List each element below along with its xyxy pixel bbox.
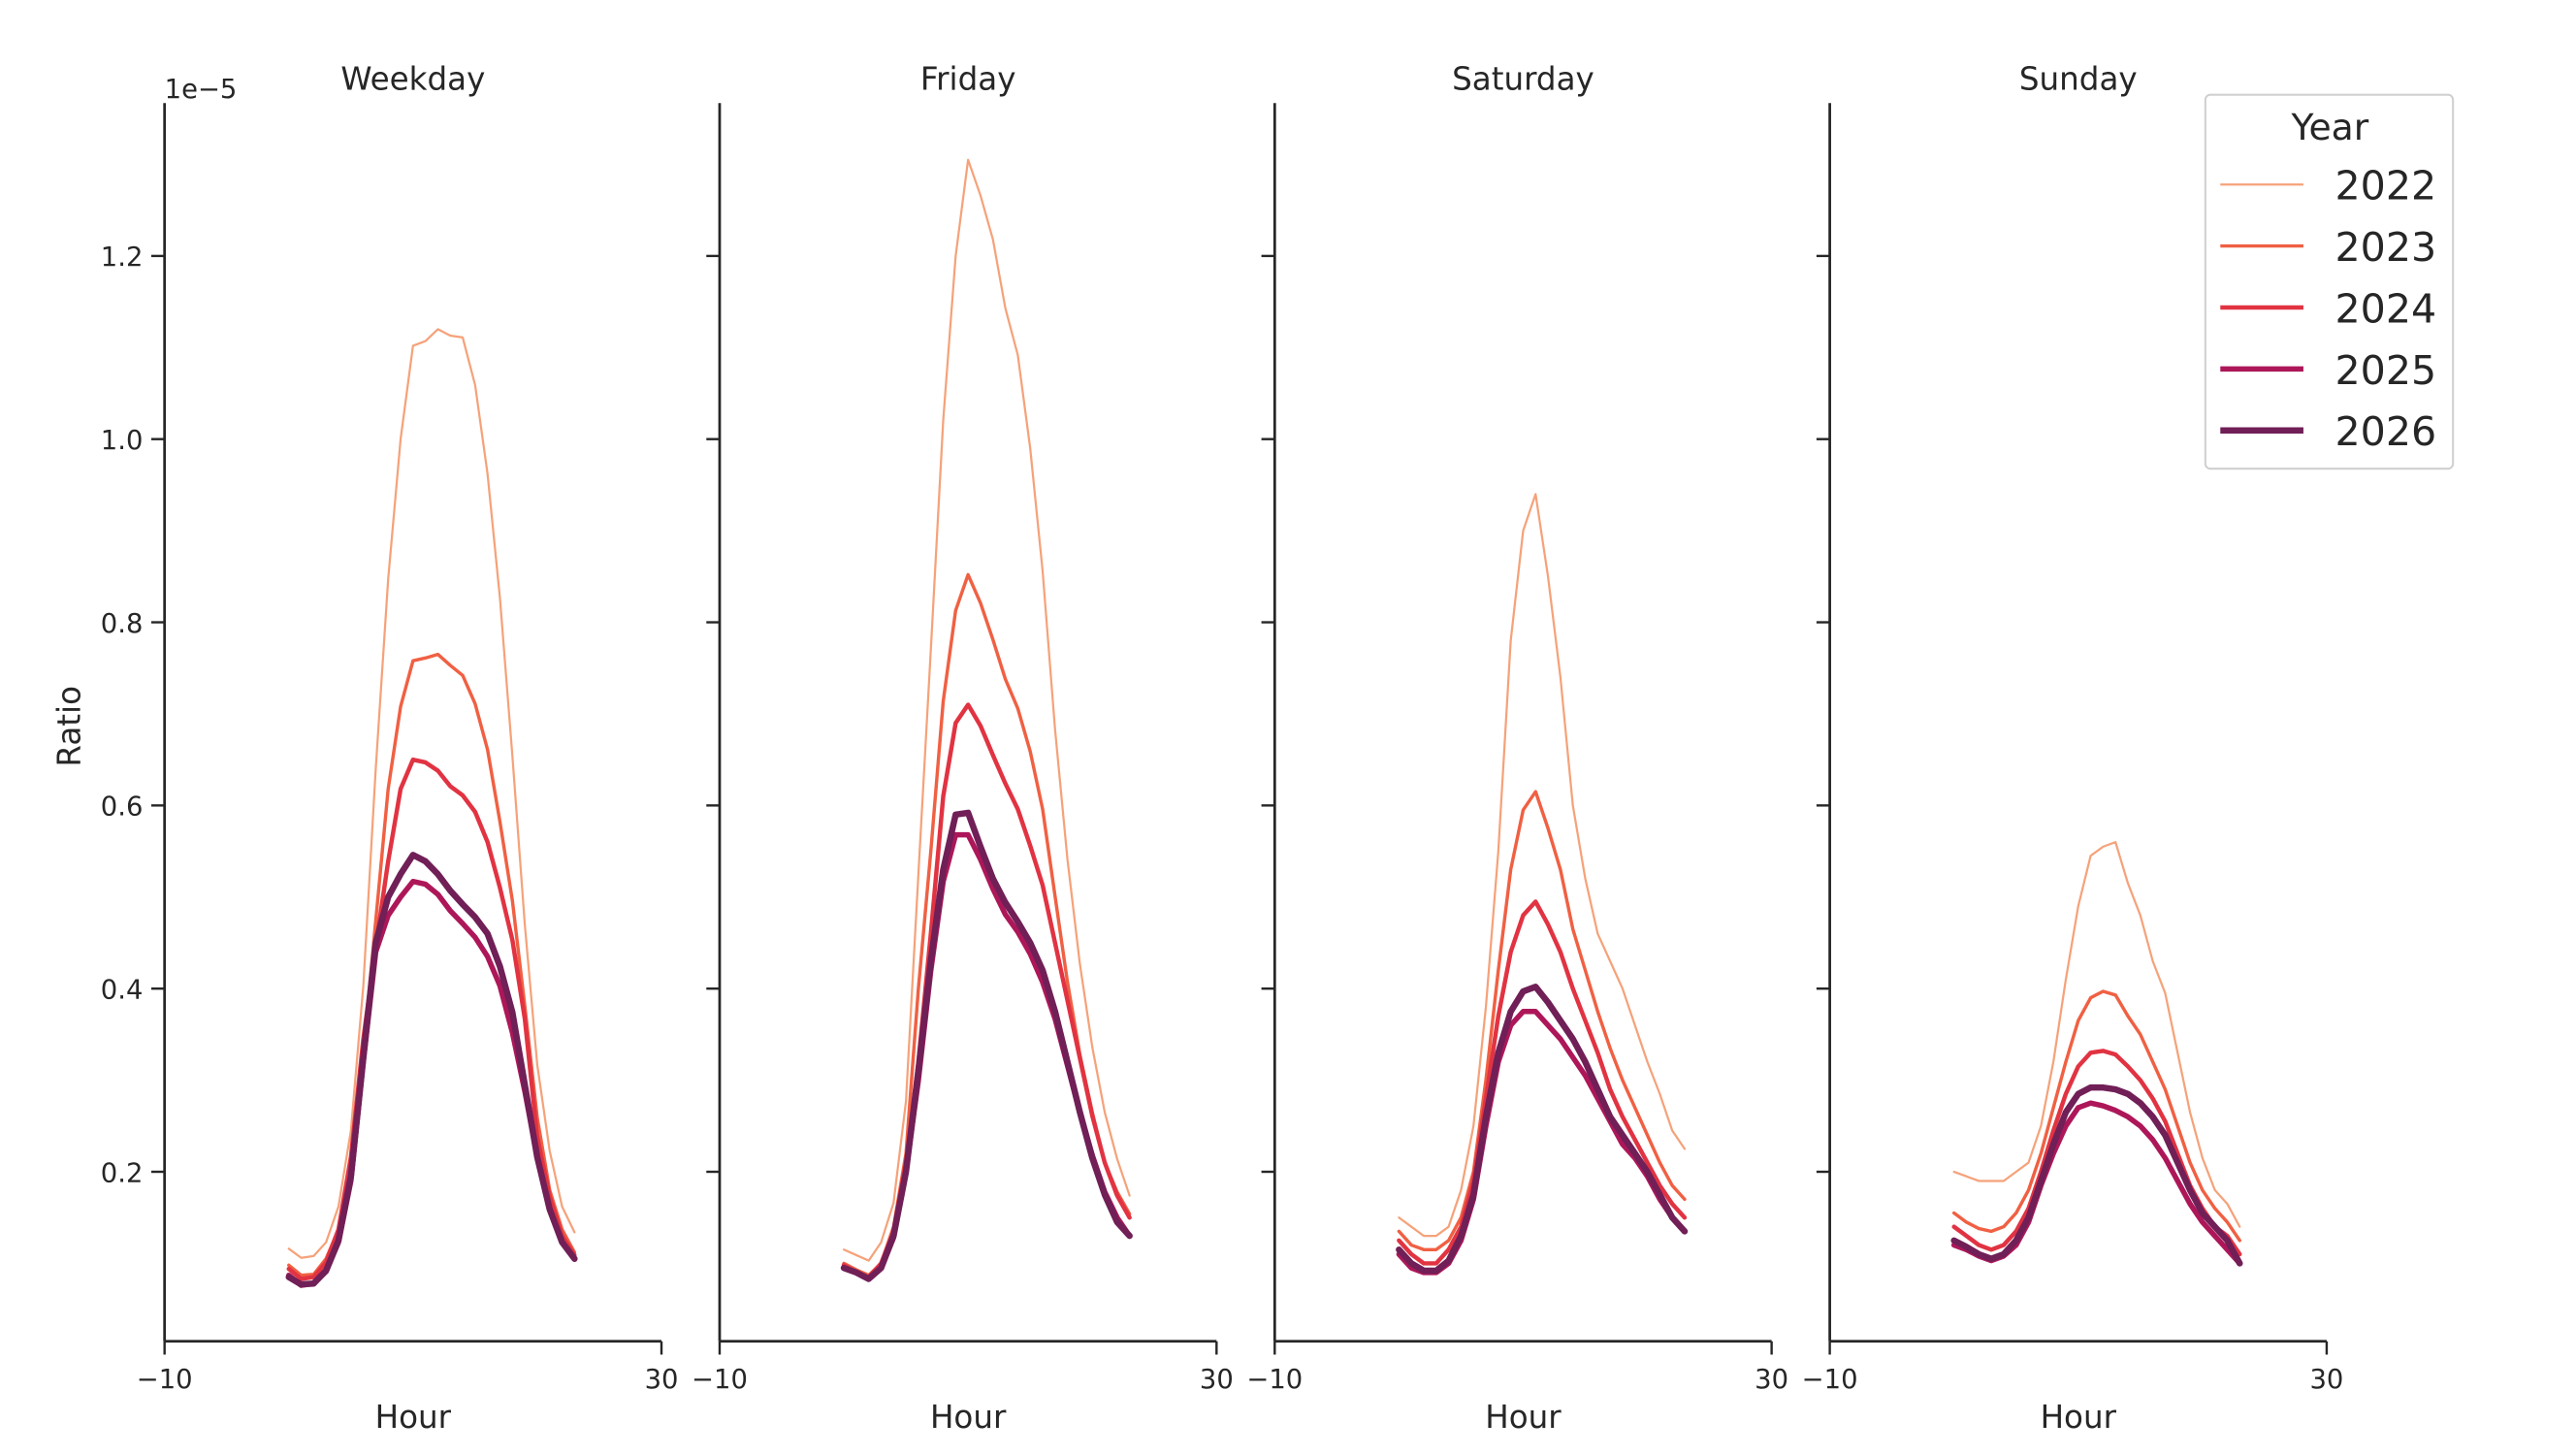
x-tick-label: 30 <box>645 1365 679 1395</box>
legend-label: 2023 <box>2335 224 2437 271</box>
x-tick-label: −10 <box>137 1365 193 1395</box>
y-tick-label: 0.2 <box>101 1158 144 1188</box>
series-line-2025 <box>1396 1009 1688 1276</box>
legend-entry-2023: 2023 <box>2220 224 2436 271</box>
panel-sunday: Sunday −10 30 Hour <box>1802 61 2344 1436</box>
panel-friday: Friday −10 30 Hour <box>692 61 1234 1436</box>
x-tick-label: −10 <box>692 1365 748 1395</box>
panel-title: Sunday <box>2019 61 2138 98</box>
x-tick-label: 30 <box>1200 1365 1234 1395</box>
x-axis-label: Hour <box>375 1399 452 1436</box>
legend: Year 2022 2023 2024 2025 2026 <box>2204 93 2455 470</box>
series-line-2025 <box>841 831 1133 1282</box>
legend-entry-2026: 2026 <box>2220 408 2436 455</box>
series-line-2022 <box>1398 493 1687 1238</box>
y-tick-label: 1.2 <box>101 242 144 273</box>
x-tick-label: −10 <box>1246 1365 1303 1395</box>
series-line-2022 <box>842 158 1131 1262</box>
panel-title: Friday <box>920 61 1016 98</box>
series-line-2023 <box>1951 989 2241 1243</box>
legend-label: 2024 <box>2335 285 2437 332</box>
x-axis-label: Hour <box>2041 1399 2117 1436</box>
y-tick-label: 0.8 <box>101 609 144 639</box>
legend-label: 2022 <box>2335 163 2437 210</box>
panel-weekday: Weekday 0.2 0.4 0.6 0.8 1.0 1.2 −10 30 Hour <box>101 61 679 1436</box>
legend-entry-2022: 2022 <box>2220 163 2436 210</box>
series-line-2024 <box>1951 1049 2242 1257</box>
series-line-2026 <box>1950 1083 2243 1267</box>
panel-title: Saturday <box>1452 61 1594 98</box>
series-line-2026 <box>840 809 1133 1282</box>
x-axis-label: Hour <box>930 1399 1007 1436</box>
y-tick-label: 1.0 <box>101 426 144 456</box>
series-line-2025 <box>1950 1100 2243 1267</box>
x-tick-label: 30 <box>2310 1365 2344 1395</box>
series-line-2022 <box>1952 841 2241 1228</box>
x-tick-label: −10 <box>1802 1365 1858 1395</box>
y-offset-label: 1e−5 <box>165 75 238 105</box>
series-line-2023 <box>287 652 577 1277</box>
y-axis-label: Ratio <box>50 686 87 767</box>
legend-box <box>2204 93 2455 470</box>
series-line-2026 <box>1396 984 1689 1275</box>
series-line-2024 <box>1397 899 1688 1266</box>
panel-title: Weekday <box>340 61 485 98</box>
series-line-2026 <box>285 852 578 1288</box>
series-line-2024 <box>841 702 1132 1279</box>
legend-title: Year <box>2290 106 2368 148</box>
series-line-2023 <box>842 572 1132 1277</box>
y-tick-label: 0.6 <box>101 792 144 823</box>
y-tick-label: 0.4 <box>101 975 144 1005</box>
legend-label: 2025 <box>2335 347 2437 394</box>
series-line-2024 <box>286 757 577 1281</box>
legend-entry-2025: 2025 <box>2220 347 2436 394</box>
legend-label: 2026 <box>2335 408 2437 455</box>
series-line-2022 <box>287 328 576 1259</box>
panel-saturday: Saturday −10 30 Hour <box>1246 61 1788 1436</box>
x-tick-label: 30 <box>1755 1365 1788 1395</box>
series-line-2023 <box>1397 790 1687 1251</box>
x-axis-label: Hour <box>1485 1399 1562 1436</box>
legend-entry-2024: 2024 <box>2220 285 2436 332</box>
